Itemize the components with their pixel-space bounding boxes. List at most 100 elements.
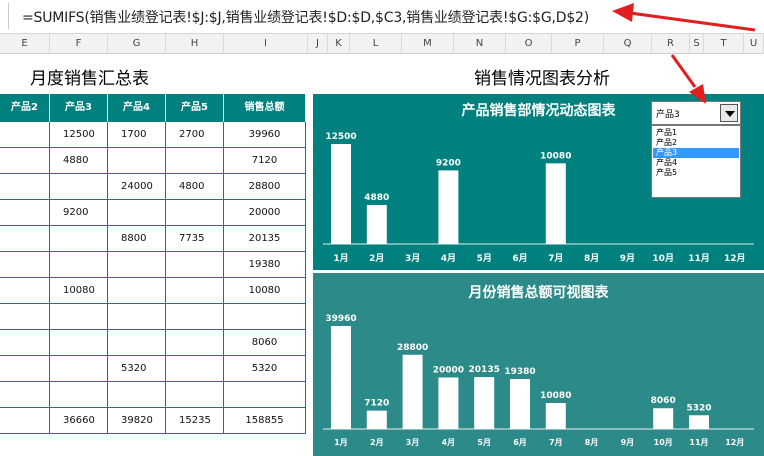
table-cell[interactable] [0, 226, 50, 252]
table-cell[interactable]: 39960 [224, 122, 306, 148]
column-header-r[interactable]: R [652, 34, 690, 54]
table-cell[interactable] [166, 252, 224, 278]
table-cell[interactable]: 10080 [224, 278, 306, 304]
column-header-o[interactable]: O [506, 34, 552, 54]
table-cell[interactable] [50, 252, 108, 278]
table-cell[interactable]: 1700 [108, 122, 166, 148]
dropdown-button[interactable] [720, 104, 738, 122]
bar[interactable] [331, 326, 351, 429]
table-cell[interactable] [166, 382, 224, 408]
bar[interactable] [545, 163, 566, 244]
table-cell[interactable] [50, 356, 108, 382]
bar[interactable] [653, 408, 674, 429]
column-header-n[interactable]: N [454, 34, 506, 54]
table-cell[interactable] [0, 304, 50, 330]
column-header-f[interactable]: F [50, 34, 108, 54]
table-cell[interactable] [166, 278, 224, 304]
table-cell[interactable] [108, 304, 166, 330]
table-cell[interactable] [0, 330, 50, 356]
table-cell[interactable]: 24000 [108, 174, 166, 200]
dropdown-option[interactable]: 产品1 [656, 128, 678, 137]
table-header-cell[interactable]: 产品4 [108, 94, 166, 122]
column-header-p[interactable]: P [552, 34, 604, 54]
bar[interactable] [689, 415, 709, 429]
table-cell[interactable] [0, 408, 50, 434]
column-header-j[interactable]: J [308, 34, 328, 54]
table-cell[interactable] [108, 252, 166, 278]
dropdown-option[interactable]: 产品2 [656, 138, 678, 147]
table-cell[interactable]: 20135 [224, 226, 306, 252]
table-cell[interactable]: 28800 [224, 174, 306, 200]
column-header-m[interactable]: M [402, 34, 454, 54]
formula-bar[interactable]: =SUMIFS(销售业绩登记表!$J:$J,销售业绩登记表!$D:$D,$C3,… [0, 0, 764, 34]
bar[interactable] [510, 379, 530, 429]
table-cell[interactable] [166, 330, 224, 356]
table-header-cell[interactable]: 产品5 [166, 94, 224, 122]
column-header-l[interactable]: L [350, 34, 402, 54]
bar[interactable] [438, 170, 459, 244]
column-header-h[interactable]: H [166, 34, 224, 54]
table-cell[interactable] [50, 330, 108, 356]
table-cell[interactable]: 36660 [50, 408, 108, 434]
table-cell[interactable]: 7735 [166, 226, 224, 252]
table-cell[interactable]: 5320 [224, 356, 306, 382]
table-cell[interactable] [50, 226, 108, 252]
product-select[interactable]: 产品3 [651, 101, 741, 125]
bar[interactable] [402, 354, 423, 429]
table-cell[interactable]: 5320 [108, 356, 166, 382]
table-cell[interactable]: 8800 [108, 226, 166, 252]
table-cell[interactable] [0, 122, 50, 148]
table-cell[interactable] [0, 200, 50, 226]
column-header-q[interactable]: Q [604, 34, 652, 54]
table-cell[interactable]: 19380 [224, 252, 306, 278]
table-cell[interactable]: 2700 [166, 122, 224, 148]
column-header-i[interactable]: I [224, 34, 308, 54]
table-cell[interactable]: 20000 [224, 200, 306, 226]
table-cell[interactable]: 7120 [224, 148, 306, 174]
bar[interactable] [545, 403, 566, 429]
column-header-s[interactable]: S [690, 34, 704, 54]
bar[interactable] [331, 144, 351, 244]
table-cell[interactable] [0, 382, 50, 408]
table-cell[interactable]: 4800 [166, 174, 224, 200]
table-cell[interactable] [224, 304, 306, 330]
table-cell[interactable] [166, 304, 224, 330]
bar[interactable] [474, 377, 495, 429]
table-cell[interactable] [108, 278, 166, 304]
table-cell[interactable]: 15235 [166, 408, 224, 434]
column-header-t[interactable]: T [704, 34, 744, 54]
table-cell[interactable] [166, 356, 224, 382]
table-cell[interactable] [108, 148, 166, 174]
table-cell[interactable] [50, 174, 108, 200]
table-cell[interactable]: 158855 [224, 408, 306, 434]
table-cell[interactable] [166, 148, 224, 174]
dropdown-option-selected[interactable]: 产品3 [653, 148, 739, 158]
bar[interactable] [366, 410, 387, 429]
formula-text[interactable]: =SUMIFS(销售业绩登记表!$J:$J,销售业绩登记表!$D:$D,$C3,… [22, 10, 590, 26]
table-cell[interactable] [0, 356, 50, 382]
dropdown-option[interactable]: 产品4 [656, 158, 678, 167]
table-cell[interactable]: 10080 [50, 278, 108, 304]
dropdown-option[interactable]: 产品5 [656, 168, 678, 177]
table-cell[interactable] [50, 304, 108, 330]
table-cell[interactable] [0, 252, 50, 278]
table-cell[interactable] [166, 200, 224, 226]
bar[interactable] [366, 204, 387, 244]
table-cell[interactable] [224, 382, 306, 408]
column-header-g[interactable]: G [108, 34, 166, 54]
table-header-cell[interactable]: 产品2 [0, 94, 50, 122]
table-cell[interactable] [0, 174, 50, 200]
table-cell[interactable]: 8060 [224, 330, 306, 356]
table-cell[interactable] [50, 382, 108, 408]
column-header-k[interactable]: K [328, 34, 350, 54]
table-cell[interactable] [0, 278, 50, 304]
table-header-cell[interactable]: 销售总额 [224, 94, 306, 122]
table-cell[interactable] [108, 200, 166, 226]
bar[interactable] [438, 377, 459, 429]
table-cell[interactable] [108, 330, 166, 356]
table-cell[interactable]: 4880 [50, 148, 108, 174]
table-cell[interactable]: 9200 [50, 200, 108, 226]
table-cell[interactable] [0, 148, 50, 174]
table-cell[interactable] [108, 382, 166, 408]
table-cell[interactable]: 12500 [50, 122, 108, 148]
